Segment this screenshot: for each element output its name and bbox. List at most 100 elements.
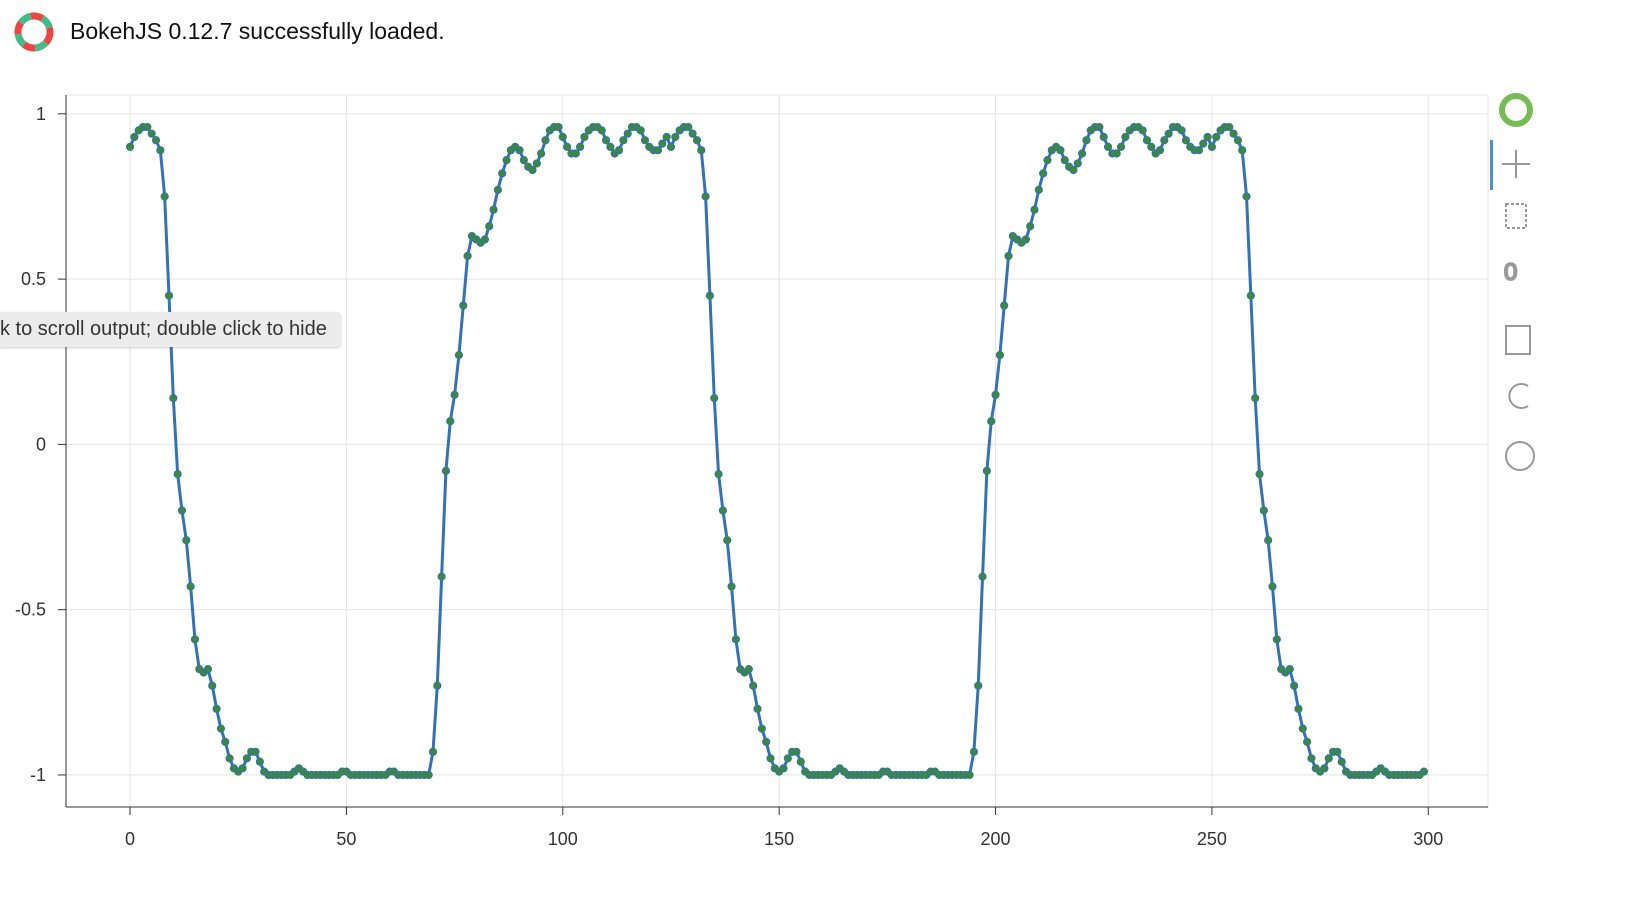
point [563, 142, 572, 151]
output-tooltip[interactable]: k to scroll output; double click to hide [0, 312, 341, 347]
point [1238, 146, 1247, 155]
point [697, 146, 706, 155]
point [1073, 159, 1082, 168]
point [1194, 146, 1204, 155]
point [164, 291, 174, 300]
x-tick-label: 100 [548, 829, 578, 849]
point [1333, 747, 1342, 756]
point [653, 146, 663, 155]
save-tool[interactable] [1505, 325, 1531, 355]
point [749, 681, 758, 690]
point [437, 572, 446, 581]
point [614, 146, 624, 155]
point [1285, 665, 1294, 674]
point [965, 770, 974, 780]
point [684, 122, 693, 132]
point [1320, 764, 1329, 773]
help-tool[interactable] [1505, 441, 1535, 471]
active-indicator [1490, 140, 1493, 190]
point [597, 126, 606, 135]
point [974, 681, 983, 690]
point [203, 665, 213, 674]
point [727, 582, 736, 591]
point [1337, 757, 1346, 766]
point [428, 747, 438, 756]
point [489, 205, 498, 214]
reset-tool[interactable] [1508, 383, 1529, 409]
point [1039, 169, 1048, 178]
point [424, 770, 433, 780]
point [1242, 192, 1251, 201]
point [606, 142, 615, 151]
point [640, 136, 650, 145]
x-tick-label: 200 [981, 829, 1011, 849]
point [1199, 139, 1208, 148]
point [1255, 470, 1264, 479]
point [796, 757, 805, 766]
point [454, 351, 464, 360]
point [723, 536, 732, 545]
point [493, 185, 502, 194]
point [718, 506, 728, 515]
wheel-zoom-tool[interactable]: 0 [1503, 258, 1518, 287]
point [1264, 536, 1273, 545]
point [1095, 122, 1104, 132]
point [1155, 146, 1165, 155]
point [1324, 754, 1333, 763]
point [212, 704, 221, 713]
x-tick-label: 50 [336, 829, 356, 849]
point [688, 129, 697, 138]
point [216, 724, 226, 733]
point [558, 132, 567, 142]
y-tick-label: 0.5 [21, 269, 46, 289]
point [485, 222, 494, 231]
point [969, 747, 978, 756]
point [1142, 136, 1152, 145]
point [982, 466, 991, 475]
point [130, 132, 139, 142]
point [1303, 737, 1312, 746]
point [446, 417, 455, 426]
point [1259, 506, 1268, 515]
point [762, 737, 771, 746]
point [519, 156, 528, 165]
point [1212, 132, 1221, 142]
y-tick-label: -1 [30, 765, 46, 785]
point [1030, 205, 1039, 214]
point [554, 122, 563, 132]
point [987, 417, 996, 426]
point [714, 470, 723, 479]
point [160, 192, 169, 201]
pan-tool[interactable] [1502, 150, 1530, 178]
point [151, 136, 161, 145]
point [1069, 165, 1078, 175]
point [1272, 635, 1281, 644]
point [692, 136, 702, 145]
point [576, 142, 585, 151]
point [1203, 132, 1212, 142]
point [731, 635, 740, 644]
point [1004, 251, 1013, 261]
y-tick-label: 1 [36, 104, 46, 124]
point [779, 764, 788, 773]
point [571, 149, 580, 158]
point [242, 754, 251, 763]
point [190, 635, 200, 644]
point [143, 122, 152, 132]
point [1419, 767, 1429, 776]
point [177, 506, 187, 515]
point [757, 724, 766, 733]
box-zoom-tool[interactable] [1505, 203, 1527, 229]
point [169, 394, 178, 403]
load-notice: BokehJS 0.12.7 successfully loaded. [70, 18, 445, 44]
point [766, 754, 775, 763]
point [186, 582, 195, 591]
point [991, 390, 1000, 399]
point [433, 681, 442, 690]
point [1298, 724, 1307, 733]
point [1043, 156, 1052, 165]
point [753, 704, 762, 713]
point [1233, 136, 1242, 145]
point [125, 142, 135, 151]
